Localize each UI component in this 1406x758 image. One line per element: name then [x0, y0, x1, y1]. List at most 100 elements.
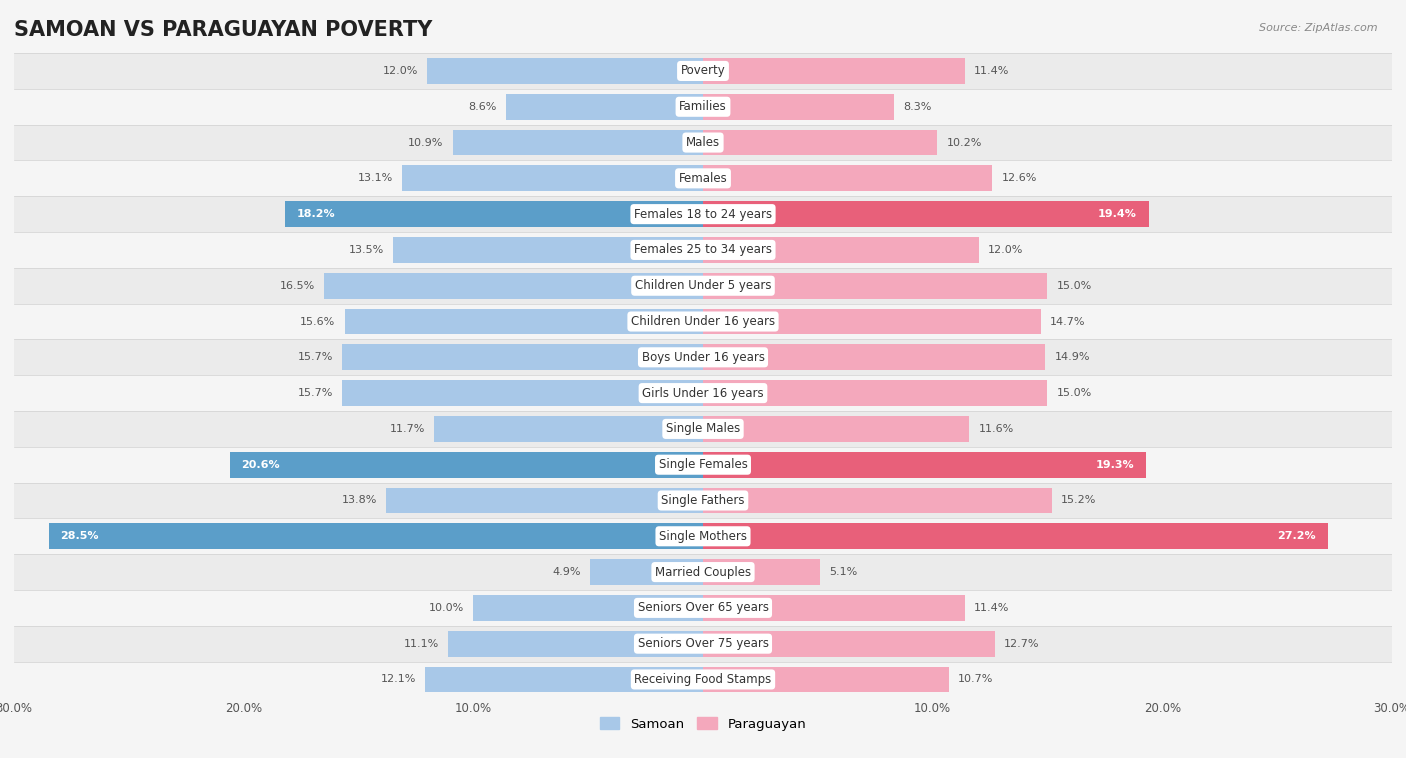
Text: 10.0%: 10.0% [429, 603, 464, 613]
Text: 15.2%: 15.2% [1062, 496, 1097, 506]
Bar [703, 309, 1040, 334]
Bar [392, 237, 703, 263]
Text: Males: Males [686, 136, 720, 149]
Legend: Samoan, Paraguayan: Samoan, Paraguayan [595, 712, 811, 736]
Bar [591, 559, 703, 585]
Bar [703, 273, 1047, 299]
Bar [14, 518, 1392, 554]
Bar [703, 130, 938, 155]
Text: 12.0%: 12.0% [988, 245, 1024, 255]
Bar [703, 201, 1149, 227]
Text: Receiving Food Stamps: Receiving Food Stamps [634, 673, 772, 686]
Text: 28.5%: 28.5% [60, 531, 98, 541]
Bar [506, 94, 703, 120]
Text: 10.7%: 10.7% [957, 675, 993, 684]
Bar [231, 452, 703, 478]
Text: Females 18 to 24 years: Females 18 to 24 years [634, 208, 772, 221]
Bar [703, 165, 993, 191]
Text: Seniors Over 65 years: Seniors Over 65 years [637, 601, 769, 615]
Bar [14, 340, 1392, 375]
Bar [703, 344, 1045, 370]
Text: 12.7%: 12.7% [1004, 639, 1039, 649]
Text: Seniors Over 75 years: Seniors Over 75 years [637, 637, 769, 650]
Bar [703, 452, 1146, 478]
Text: Females 25 to 34 years: Females 25 to 34 years [634, 243, 772, 256]
Bar [434, 416, 703, 442]
Text: 15.0%: 15.0% [1057, 280, 1092, 291]
Bar [14, 375, 1392, 411]
Text: Females: Females [679, 172, 727, 185]
Text: Married Couples: Married Couples [655, 565, 751, 578]
Bar [48, 524, 703, 549]
Bar [14, 662, 1392, 697]
Text: 10.9%: 10.9% [408, 137, 443, 148]
Bar [344, 309, 703, 334]
Text: 12.6%: 12.6% [1001, 174, 1036, 183]
Bar [474, 595, 703, 621]
Bar [703, 524, 1327, 549]
Text: Single Males: Single Males [666, 422, 740, 435]
Bar [14, 53, 1392, 89]
Text: 11.1%: 11.1% [404, 639, 439, 649]
Text: 14.9%: 14.9% [1054, 352, 1090, 362]
Bar [425, 666, 703, 692]
Text: 19.3%: 19.3% [1097, 459, 1135, 470]
Text: 8.6%: 8.6% [468, 102, 496, 111]
Text: Families: Families [679, 100, 727, 113]
Text: 11.4%: 11.4% [974, 603, 1010, 613]
Text: 15.7%: 15.7% [298, 352, 333, 362]
Text: Children Under 5 years: Children Under 5 years [634, 279, 772, 293]
Bar [14, 268, 1392, 304]
Text: 13.5%: 13.5% [349, 245, 384, 255]
Bar [449, 631, 703, 656]
Text: 19.4%: 19.4% [1098, 209, 1137, 219]
Bar [14, 590, 1392, 626]
Text: Children Under 16 years: Children Under 16 years [631, 315, 775, 328]
Bar [703, 666, 949, 692]
Text: 8.3%: 8.3% [903, 102, 931, 111]
Text: 4.9%: 4.9% [553, 567, 581, 577]
Bar [343, 344, 703, 370]
Bar [427, 58, 703, 84]
Bar [14, 196, 1392, 232]
Text: 15.0%: 15.0% [1057, 388, 1092, 398]
Text: 16.5%: 16.5% [280, 280, 315, 291]
Text: 18.2%: 18.2% [297, 209, 335, 219]
Bar [703, 416, 969, 442]
Bar [703, 595, 965, 621]
Text: 12.0%: 12.0% [382, 66, 418, 76]
Text: 11.7%: 11.7% [389, 424, 425, 434]
Bar [323, 273, 703, 299]
Bar [343, 381, 703, 406]
Text: 5.1%: 5.1% [830, 567, 858, 577]
Text: Boys Under 16 years: Boys Under 16 years [641, 351, 765, 364]
Bar [14, 554, 1392, 590]
Bar [703, 237, 979, 263]
Text: SAMOAN VS PARAGUAYAN POVERTY: SAMOAN VS PARAGUAYAN POVERTY [14, 20, 433, 40]
Text: 12.1%: 12.1% [381, 675, 416, 684]
Bar [285, 201, 703, 227]
Text: Source: ZipAtlas.com: Source: ZipAtlas.com [1260, 23, 1378, 33]
Text: 15.7%: 15.7% [298, 388, 333, 398]
Text: Single Fathers: Single Fathers [661, 494, 745, 507]
Bar [14, 161, 1392, 196]
Bar [14, 304, 1392, 340]
Text: Single Mothers: Single Mothers [659, 530, 747, 543]
Bar [402, 165, 703, 191]
Text: 10.2%: 10.2% [946, 137, 981, 148]
Bar [703, 559, 820, 585]
Bar [14, 446, 1392, 483]
Bar [387, 487, 703, 513]
Bar [14, 483, 1392, 518]
Bar [14, 232, 1392, 268]
Bar [14, 89, 1392, 124]
Text: 14.7%: 14.7% [1050, 317, 1085, 327]
Bar [14, 124, 1392, 161]
Text: Poverty: Poverty [681, 64, 725, 77]
Bar [703, 381, 1047, 406]
Text: 11.4%: 11.4% [974, 66, 1010, 76]
Text: 13.8%: 13.8% [342, 496, 377, 506]
Text: 11.6%: 11.6% [979, 424, 1014, 434]
Bar [14, 626, 1392, 662]
Text: 20.6%: 20.6% [242, 459, 280, 470]
